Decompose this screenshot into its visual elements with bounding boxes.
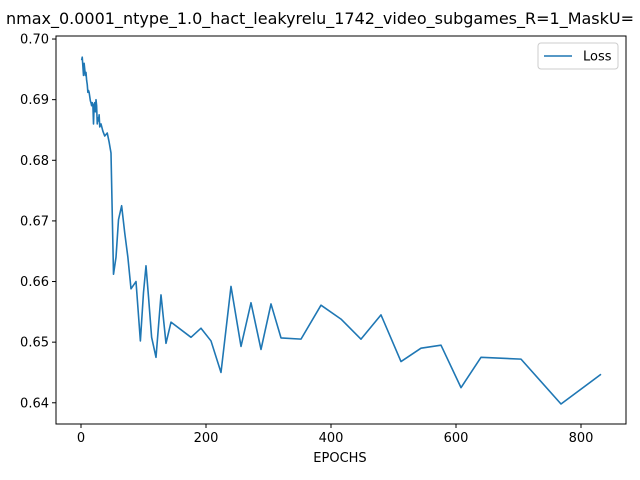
x-tick-label: 200 [194, 431, 219, 446]
x-axis: 0 200 400 600 800 [77, 424, 594, 446]
legend-box [537, 42, 619, 70]
x-axis-label: EPOCHS [313, 451, 366, 466]
x-tick-label: 800 [569, 431, 594, 446]
y-axis: 0.64 0.65 0.66 0.67 0.68 0.69 0.70 [20, 33, 56, 411]
plot-area [55, 35, 627, 425]
y-tick-label: 0.65 [20, 336, 49, 351]
y-tick-label: 0.69 [20, 93, 49, 108]
y-tick-label: 0.67 [20, 214, 49, 229]
y-tick-label: 0.70 [20, 33, 49, 48]
y-tick-label: 0.64 [20, 396, 49, 411]
axes-frame [55, 35, 627, 425]
y-tick-label: 0.66 [20, 275, 49, 290]
series-line-loss [80, 56, 602, 405]
y-tick-label: 0.68 [20, 154, 49, 169]
x-tick-label: 0 [77, 431, 85, 446]
chart-title: nmax_0.0001_ntype_1.0_hact_leakyrelu_174… [6, 9, 634, 29]
x-tick-label: 600 [444, 431, 469, 446]
legend-label: Loss [583, 50, 612, 65]
legend: Loss [537, 42, 619, 70]
x-tick-label: 400 [319, 431, 344, 446]
